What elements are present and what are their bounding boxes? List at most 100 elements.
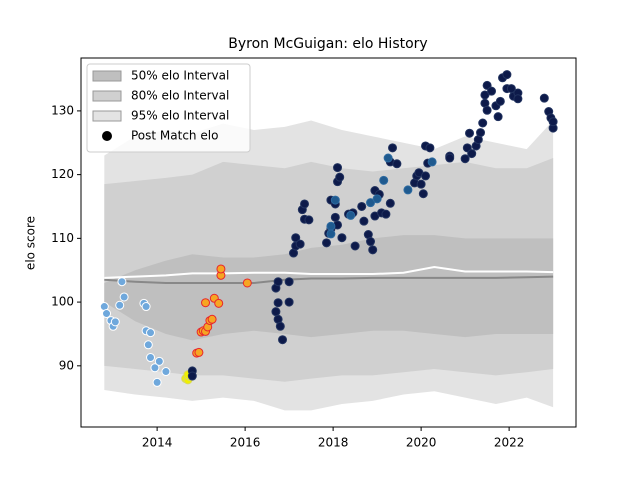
match-point [207,314,217,324]
match-point [150,363,160,373]
match-point [187,371,197,381]
match-point [146,328,156,338]
match-point [333,163,343,173]
match-point [337,233,347,243]
match-point [322,238,332,248]
match-point [502,70,512,80]
match-point [513,94,523,104]
match-point [141,302,151,312]
match-point [330,212,340,222]
match-point [146,353,156,363]
match-point [465,128,475,138]
match-point [201,298,211,308]
match-point [161,367,171,377]
match-point [445,153,455,163]
match-point [346,210,356,220]
interval-band [104,235,554,341]
match-point [271,307,281,317]
match-point [403,185,413,195]
legend-label: 95% elo Interval [131,109,229,123]
match-point [300,199,310,209]
x-tick-label: 2016 [230,436,261,450]
match-point [119,292,129,302]
match-point [487,86,497,96]
match-point [117,277,127,287]
match-point [493,112,503,122]
x-tick-label: 2018 [318,436,349,450]
match-point [467,149,477,159]
legend-swatch [92,90,122,102]
match-point [326,221,336,231]
match-point [421,171,431,181]
match-point [284,297,294,307]
chart-title: Byron McGuigan: elo History [228,36,427,52]
match-point [425,143,435,153]
match-point [273,298,283,308]
match-point [194,347,204,357]
match-point [273,277,283,287]
plot-frame [80,57,577,428]
legend-marker [102,131,112,141]
match-point [385,198,395,208]
y-tick-label: 90 [59,358,74,372]
match-point [482,105,492,115]
x-tick-label: 2022 [494,436,525,450]
match-point [291,233,301,243]
match-point [275,321,285,331]
legend-swatch [92,110,122,122]
match-point [478,118,488,128]
match-point [381,209,391,219]
match-point [110,317,120,327]
match-point [330,195,340,205]
match-point [350,241,360,251]
median-line [104,266,554,279]
match-point [326,229,336,239]
legend-label: 50% elo Interval [131,69,229,83]
match-point [214,298,224,308]
match-point [115,300,125,310]
match-point [476,128,486,138]
match-point [143,340,153,350]
match-point [284,277,294,287]
y-tick-label: 100 [51,295,74,309]
match-point [366,237,376,247]
match-point [392,159,402,169]
match-point [368,245,378,255]
match-point [216,264,226,274]
x-tick-label: 2014 [142,436,173,450]
y-tick-label: 130 [51,103,74,117]
match-point [460,154,470,164]
median-line [104,275,554,284]
match-point [335,172,345,182]
match-point [427,157,437,167]
match-point [278,335,288,345]
match-point [548,117,558,127]
match-point [539,93,549,103]
legend-swatch [92,70,122,82]
match-point [418,189,428,199]
match-point [480,90,490,100]
match-point [357,201,367,211]
match-point [383,153,393,163]
match-point [154,356,164,366]
legend-label: 80% elo Interval [131,89,229,103]
match-point [416,179,426,189]
legend-label: Post Match elo [131,129,218,143]
match-point [366,198,376,208]
y-tick-label: 110 [51,231,74,245]
match-point [304,215,314,225]
legend-box [86,63,251,153]
match-point [295,239,305,249]
match-point [242,278,252,288]
match-point [102,309,112,319]
x-tick-label: 2020 [406,436,437,450]
match-point [388,143,398,153]
match-point [379,175,389,185]
match-point [152,377,162,387]
match-point [359,216,369,226]
match-point [372,194,382,204]
y-tick-label: 120 [51,167,74,181]
match-point [495,96,505,106]
y-axis-label: elo score [24,216,38,270]
